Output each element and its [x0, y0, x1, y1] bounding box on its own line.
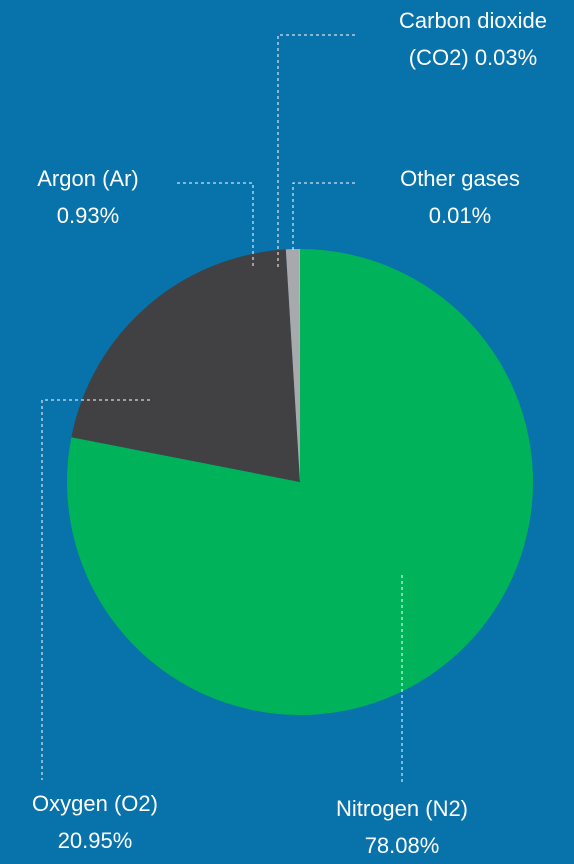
slice-label: Carbon dioxide (CO2) 0.03% — [372, 2, 574, 76]
value-label: 78.08% — [302, 827, 502, 864]
category-label: Nitrogen (N2) — [302, 790, 502, 827]
value-label: 0.03% — [475, 45, 537, 70]
value-label: 20.95% — [0, 822, 190, 859]
category-label: Other gases — [370, 160, 550, 197]
leader-line — [278, 35, 355, 268]
category-label: Argon (Ar) — [0, 160, 176, 197]
category-label: Oxygen (O2) — [0, 785, 190, 822]
slice-label: Argon (Ar) 0.93% — [0, 160, 176, 234]
value-label: 0.93% — [0, 197, 176, 234]
leader-line — [293, 183, 355, 250]
leader-line — [177, 183, 253, 268]
slice-label: Oxygen (O2) 20.95% — [0, 785, 190, 859]
slices — [67, 249, 533, 715]
value-label: 0.01% — [370, 197, 550, 234]
slice-label: Other gases 0.01% — [370, 160, 550, 234]
slice-label: Nitrogen (N2) 78.08% — [302, 790, 502, 864]
